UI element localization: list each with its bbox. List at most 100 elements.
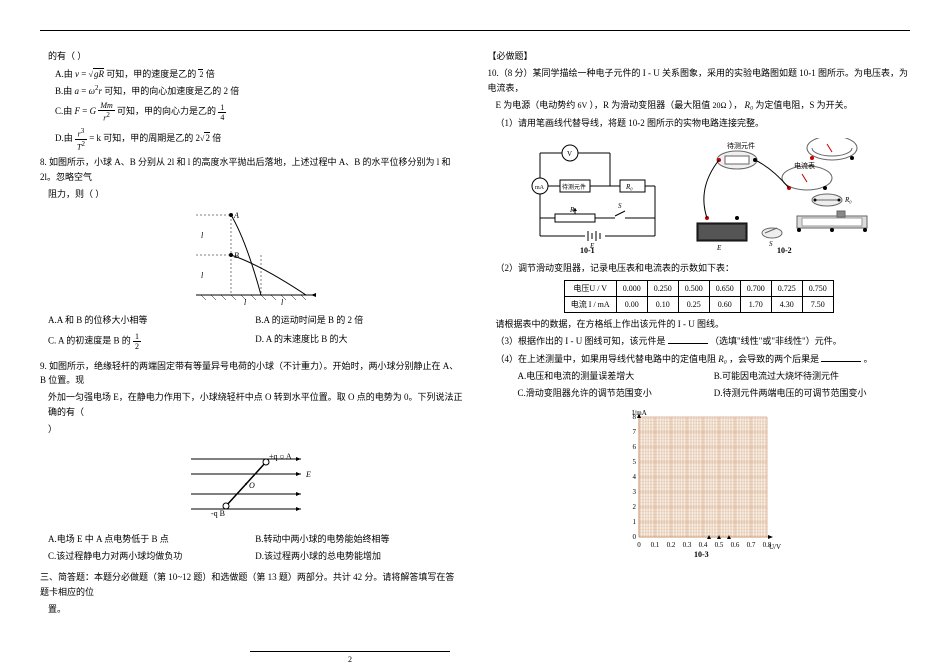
q10-optB: B.可能因电流过大烧坏待测元件 (714, 369, 910, 382)
grid-figure: I/mA 012345678 00.10.20.30.40.50.60.70.8… (488, 407, 911, 557)
q8c-d: 2 (133, 342, 141, 351)
q9-optB: B.转动中两小球的电势能始终相等 (255, 532, 462, 545)
q10-sub1: （1）请用笔画线代替导线，将题 10-2 图所示的实物电路连接完整。 (496, 116, 911, 130)
svg-text:R₀: R₀ (625, 183, 633, 191)
q10-text2: E 为电源（电动势约 6V ），R 为滑动变阻器（最大阻值 20Ω ）， R₀ … (496, 98, 911, 113)
section3b: 置。 (48, 602, 463, 616)
svg-text:0.2: 0.2 (666, 541, 675, 549)
q9-optA: A.电场 E 中 A 点电势低于 B 点 (48, 532, 255, 545)
svg-text:l: l (201, 231, 204, 240)
svg-text:2: 2 (632, 503, 636, 511)
svg-text:0.1: 0.1 (650, 541, 659, 549)
q9-text2: 外加一匀强电场 E，在静电力作用下，小球绕轻杆中点 O 转到水平位置。取 O 点… (48, 390, 463, 419)
q10-optA: A.电压和电流的测量误差增大 (518, 369, 714, 382)
svg-text:电流表: 电流表 (794, 161, 815, 170)
svg-text:O: O (249, 481, 255, 490)
svg-text:E: E (716, 244, 722, 252)
optC-post: 可知，甲的向心力是乙的 (117, 106, 218, 116)
svg-text:mA: mA (535, 185, 545, 191)
svg-text:0: 0 (637, 541, 641, 549)
svg-text:5: 5 (632, 458, 636, 466)
svg-text:6: 6 (632, 443, 636, 451)
svg-text:0.3: 0.3 (682, 541, 691, 549)
blank1 (668, 334, 708, 344)
svg-text:4: 4 (632, 473, 636, 481)
svg-text:3: 3 (632, 488, 636, 496)
section3: 三、简答题：本题分必做题（第 10~12 题）和选做题（第 13 题）两部分。共… (40, 570, 463, 599)
optD-eqpost: = k (89, 133, 101, 143)
s4d: 。 (864, 354, 873, 364)
optD-post: 可知，甲的周期是乙的 (103, 133, 195, 143)
s4b: R₀ (718, 354, 727, 364)
q10-sub2: （2）调节滑动变阻器，记录电压表和电流表的示数如下表： (496, 261, 911, 275)
svg-text:0.7: 0.7 (746, 541, 755, 549)
q8-optA: A.A 和 B 的位移大小相等 (48, 313, 255, 326)
svg-text:V: V (567, 150, 572, 158)
q10-sub4: （4）在上述测量中，如果用导线代替电路中的定值电阻 R₀ ，会导致的两个后果是 … (496, 352, 911, 366)
svg-text:0.5: 0.5 (714, 541, 723, 549)
optB-post: 可知，甲的向心加速度是乙的 2 倍 (104, 86, 239, 96)
svg-text:l: l (201, 271, 204, 280)
q10-optD: D.待测元件两端电压的可调节范围变小 (714, 386, 910, 399)
svg-text:0.6: 0.6 (730, 541, 739, 549)
t2e: ）， (729, 100, 743, 110)
q9-optC: C.该过程静电力对两小球均做负功 (48, 549, 255, 562)
optA-pre: A.由 (55, 69, 75, 79)
q10-figures: V mA 待测元件 R₀ R S (488, 138, 911, 253)
q7-optB: B.由 a = ω2r 可知，甲的向心加速度是乙的 2 倍 (55, 84, 463, 97)
svg-text:1: 1 (632, 518, 636, 526)
q7-optD: D.由 r3T2 = k 可知，甲的周期是乙的 2√2 倍 (55, 127, 463, 151)
svg-text:待测元件: 待测元件 (727, 141, 755, 150)
s4a: （4）在上述测量中，如果用导线代替电路中的定值电阻 (496, 354, 719, 364)
data-table: 电压U / V0.0000.2500.5000.6500.7000.7250.7… (564, 280, 834, 313)
q8-text2: 阻力，则（ ） (48, 187, 463, 201)
svg-text:待测元件: 待测元件 (562, 183, 586, 191)
q8-optC: C. A 的初速度是 B 的 12 (48, 332, 255, 351)
q8c-txt: C. A 的初速度是 B 的 (48, 335, 133, 345)
t2g: 为定值电阻，S 为开关。 (755, 100, 852, 110)
optA-end: 倍 (206, 69, 215, 79)
q7-tail: 的有（ ） (48, 49, 463, 63)
svg-text:B: B (234, 251, 239, 260)
q7-optC: C.由 F = G Mmr2 可知，甲的向心力是乙的 14 (55, 101, 463, 123)
optD-end: 倍 (212, 133, 221, 143)
q10-optC: C.滑动变阻器允许的调节范围变小 (518, 386, 714, 399)
q9-figure: +q ○ A -q B O E (40, 444, 463, 524)
svg-text:S: S (618, 202, 622, 210)
svg-text:+q ○ A: +q ○ A (269, 452, 292, 461)
svg-text:-q B: -q B (211, 509, 225, 518)
q7-optA: A.由 v = √gR 可知，甲的速度是乙的 2 倍 (55, 67, 463, 80)
t2a: E 为电源（电动势约 (496, 100, 578, 110)
q8-text: 8. 如图所示，小球 A、B 分别从 2l 和 l 的高度水平抛出后落地，上述过… (40, 155, 463, 184)
svg-text:0.4: 0.4 (698, 541, 707, 549)
q8-optB: B.A 的运动时间是 B 的 2 倍 (255, 313, 462, 326)
svg-text:10-1: 10-1 (580, 246, 595, 253)
svg-text:8: 8 (632, 413, 636, 421)
required-header: 【必做题】 (488, 49, 911, 63)
svg-text:0: 0 (632, 533, 636, 541)
s4c: ，会导致的两个后果是 (729, 354, 819, 364)
t2f: R₀ (745, 100, 754, 110)
blank2 (821, 352, 861, 362)
s3b: （选填"线性"或"非线性"）元件。 (710, 336, 842, 346)
optB-pre: B.由 (55, 86, 75, 96)
svg-text:l: l (244, 298, 247, 305)
page-number: 2 (250, 651, 450, 664)
q8c-n: 1 (133, 332, 141, 342)
q9-text3: ） (48, 422, 463, 436)
svg-text:A: A (233, 211, 239, 220)
optA-post: 可知，甲的速度是乙的 (106, 69, 198, 79)
svg-text:U/V: U/V (769, 543, 781, 551)
q10-text: 10.（8 分）某同学描绘一种电子元件的 I - U 关系图象，采用的实验电路图… (488, 66, 911, 95)
optD-pre: D.由 (55, 133, 75, 143)
q10-sub2b: 请根据表中的数据，在方格纸上作出该元件的 I - U 图线。 (496, 317, 911, 331)
t2c: ），R 为滑动变阻器（最大阻值 (590, 100, 713, 110)
optC-pre: C.由 (55, 106, 75, 116)
svg-text:E: E (305, 470, 311, 479)
t2d: 20Ω (713, 101, 727, 110)
c-num: 1 (218, 103, 226, 113)
svg-text:7: 7 (632, 428, 636, 436)
t2b: 6V (578, 101, 588, 110)
svg-text:R₀: R₀ (844, 196, 852, 204)
svg-text:l: l (281, 298, 284, 305)
